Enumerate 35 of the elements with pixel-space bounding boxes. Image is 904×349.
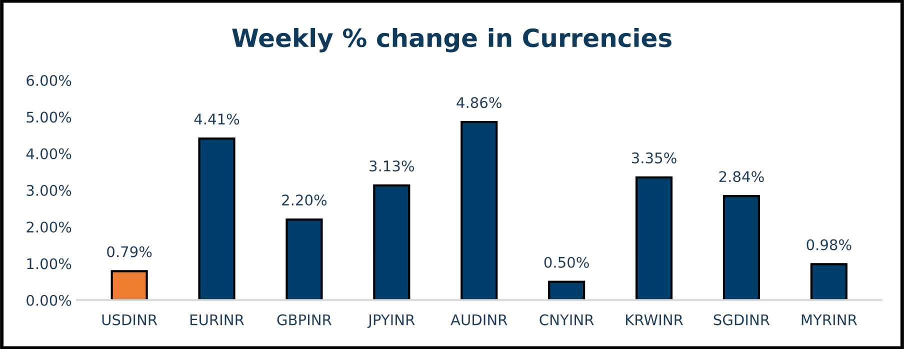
y-tick-label: 1.00% [27, 258, 72, 270]
data-label: 0.79% [107, 246, 152, 258]
y-tick-label: 0.00% [26, 294, 72, 306]
bar [110, 270, 148, 300]
y-tick-label: 4.00% [26, 148, 72, 160]
data-label: 3.35% [632, 152, 676, 164]
data-label: 0.50% [544, 256, 589, 268]
bar [722, 195, 760, 300]
x-tick-label: AUDINR [450, 314, 508, 326]
bar [198, 137, 236, 300]
x-tick-label: CNYINR [540, 314, 594, 326]
x-tick-label: EURINR [190, 314, 244, 326]
x-tick-label: MYRINR [802, 314, 857, 326]
data-label: 2.84% [719, 171, 764, 182]
x-tick-label: USDINR [102, 314, 158, 326]
data-label: 3.13% [370, 160, 414, 172]
bar [286, 218, 323, 300]
bar [548, 280, 586, 300]
y-tick-label: 3.00% [26, 184, 72, 196]
data-label: 2.20% [282, 194, 327, 206]
x-tick-label: SGDINR [714, 314, 770, 326]
bar [635, 176, 673, 300]
data-label: 4.86% [456, 97, 502, 108]
bar [460, 121, 498, 300]
data-label: 0.98% [806, 239, 852, 250]
y-tick-label: 5.00% [26, 112, 72, 123]
y-tick-label: 6.00% [26, 74, 72, 86]
x-tick-label: JPYINR [367, 314, 415, 328]
y-tick-label: 2.00% [26, 222, 72, 233]
data-label: 4.41% [194, 114, 240, 125]
bar [373, 184, 410, 300]
bar [810, 263, 848, 300]
chart-title: Weekly % change in Currencies [232, 28, 672, 52]
x-tick-label: KRWINR [626, 314, 684, 326]
x-tick-label: GBPINR [277, 314, 332, 326]
